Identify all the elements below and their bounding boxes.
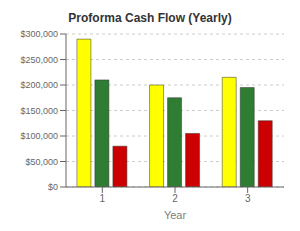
svg-text:$0: $0 [48,182,58,192]
svg-text:$300,000: $300,000 [20,29,58,39]
svg-text:$50,000: $50,000 [25,157,58,167]
svg-text:3: 3 [245,193,251,204]
svg-text:1: 1 [100,193,106,204]
svg-text:Year: Year [164,209,187,221]
svg-text:$150,000: $150,000 [20,106,58,116]
svg-text:$250,000: $250,000 [20,55,58,65]
svg-text:$200,000: $200,000 [20,80,58,90]
html-text:Proforma Cash Flow (Yearly): Proforma Cash Flow (Yearly) [68,11,232,25]
svg-text:2: 2 [172,193,178,204]
svg-text:$100,000: $100,000 [20,131,58,141]
